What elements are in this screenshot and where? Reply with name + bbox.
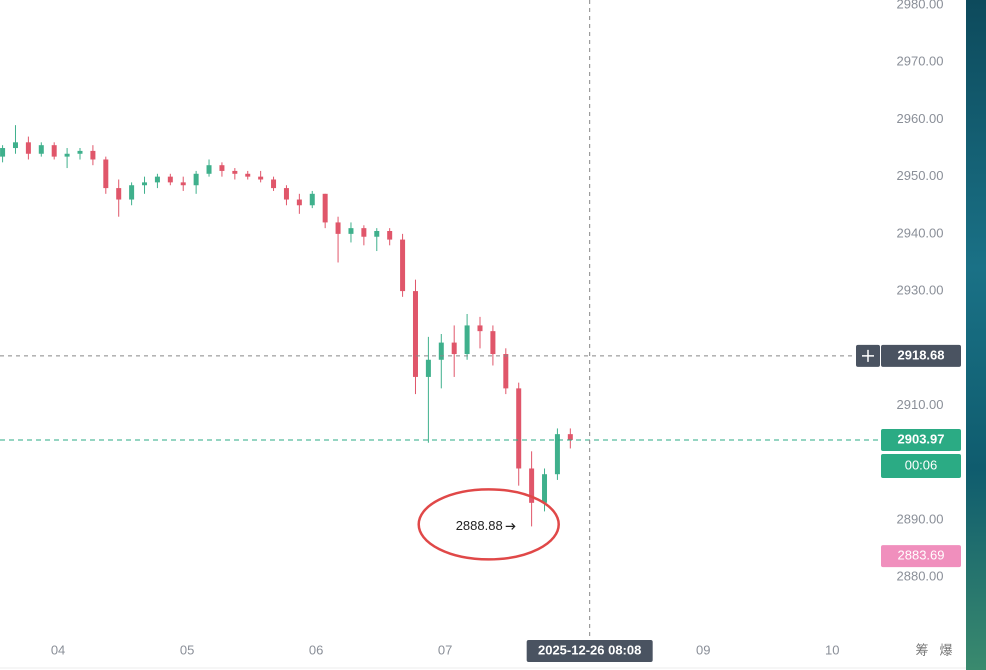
candle-body bbox=[348, 228, 354, 234]
candle-body bbox=[554, 434, 560, 475]
candle-body bbox=[77, 150, 83, 154]
candle-body bbox=[490, 331, 496, 355]
candle-body bbox=[503, 354, 509, 389]
candle-body bbox=[374, 231, 380, 237]
candle-body bbox=[64, 153, 70, 157]
y-tick-label: 2910.00 bbox=[897, 397, 944, 412]
candle-body bbox=[180, 182, 186, 186]
candle-body bbox=[271, 179, 277, 189]
plus-icon bbox=[862, 349, 874, 362]
crosshair-x-box bbox=[526, 640, 653, 662]
candle-body bbox=[154, 176, 160, 183]
candle-body bbox=[438, 342, 444, 360]
low-marker-arrow bbox=[505, 522, 516, 530]
countdown-label: 00:06 bbox=[905, 457, 938, 472]
x-tick-label: 09 bbox=[696, 642, 710, 657]
candle-body bbox=[412, 291, 418, 377]
candle-body bbox=[12, 142, 18, 149]
x-tick-label: 10 bbox=[825, 642, 839, 657]
last-price-box bbox=[881, 429, 961, 452]
candle-body bbox=[51, 145, 57, 157]
y-tick-label: 2970.00 bbox=[897, 54, 944, 69]
y-tick-label: 2930.00 bbox=[897, 283, 944, 298]
candle-body bbox=[245, 173, 251, 177]
candle-body bbox=[167, 176, 173, 183]
candle-body bbox=[542, 474, 548, 503]
candle-body bbox=[451, 342, 457, 355]
crosshair-y-label: 2918.68 bbox=[898, 347, 945, 362]
y-tick-label: 2890.00 bbox=[897, 511, 944, 526]
candle-body bbox=[116, 188, 122, 200]
crosshair-x-label: 2025-12-26 08:08 bbox=[538, 642, 641, 657]
crosshair-y-box bbox=[881, 344, 961, 367]
y-tick-label: 2950.00 bbox=[897, 168, 944, 183]
x-tick-label: 07 bbox=[438, 642, 452, 657]
side-strip bbox=[966, 0, 986, 670]
candle-body bbox=[103, 159, 109, 189]
toolbar-label[interactable]: 爆 bbox=[939, 642, 952, 657]
candle-body bbox=[219, 165, 225, 171]
candle-body bbox=[193, 173, 199, 186]
x-tick-label: 06 bbox=[309, 642, 323, 657]
candle-body bbox=[335, 222, 341, 234]
low-marker-label: 2888.88 bbox=[456, 518, 503, 533]
y-tick-label: 2880.00 bbox=[897, 569, 944, 584]
alert-price-box bbox=[881, 545, 961, 568]
last-price-label: 2903.97 bbox=[898, 431, 945, 446]
candle-body bbox=[283, 188, 289, 200]
countdown-box bbox=[881, 454, 961, 479]
candle-body bbox=[296, 199, 302, 206]
candle-body bbox=[25, 142, 31, 154]
x-tick-label: 05 bbox=[180, 642, 194, 657]
candle-body bbox=[516, 388, 522, 469]
x-tick-label: 04 bbox=[51, 642, 65, 657]
candle-body bbox=[129, 185, 135, 200]
candle-body bbox=[38, 145, 44, 154]
candle-body bbox=[0, 148, 6, 157]
candle-body bbox=[322, 193, 328, 223]
y-tick-label: 2960.00 bbox=[897, 111, 944, 126]
y-tick-label: 2940.00 bbox=[897, 225, 944, 240]
candle-body bbox=[206, 165, 212, 174]
candle-body bbox=[529, 468, 535, 503]
candle-body bbox=[567, 434, 573, 441]
highlight-ellipse bbox=[417, 488, 560, 561]
candle-body bbox=[464, 325, 470, 355]
candle-body bbox=[425, 359, 431, 377]
candle-body bbox=[258, 176, 264, 180]
alert-price-label: 2883.69 bbox=[898, 548, 945, 563]
candle-body bbox=[387, 231, 393, 240]
toolbar-label[interactable]: 筹 bbox=[915, 642, 928, 657]
candle-body bbox=[477, 325, 483, 332]
candle-body bbox=[90, 150, 96, 160]
candle-body bbox=[232, 170, 238, 174]
candle-body bbox=[400, 239, 406, 292]
candle-body bbox=[309, 193, 315, 206]
candle-body bbox=[142, 182, 148, 186]
candle-body bbox=[361, 228, 367, 237]
y-tick-label: 2980.00 bbox=[897, 0, 944, 11]
